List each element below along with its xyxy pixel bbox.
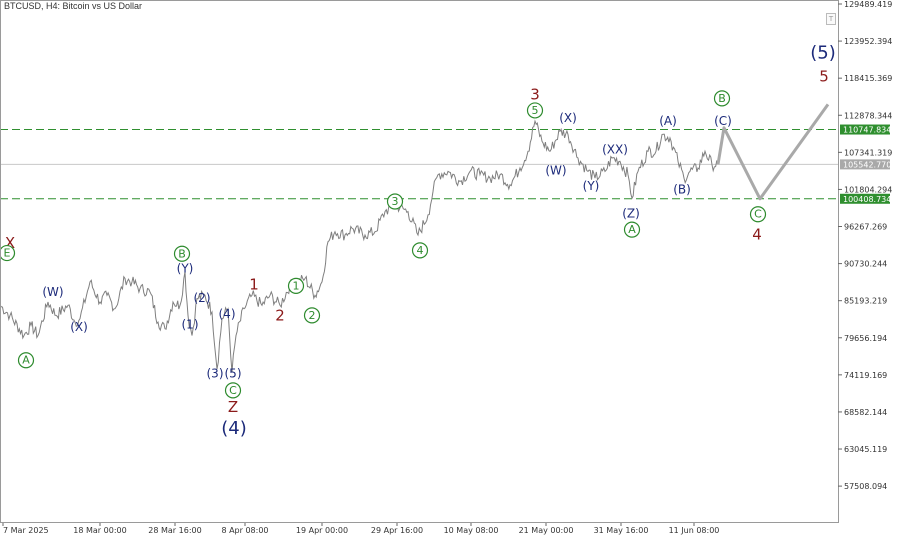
wave-label: (W) — [42, 285, 63, 299]
chart-options-icon[interactable]: T — [826, 13, 836, 25]
y-tick-label: 129489.419 — [844, 0, 892, 9]
x-tick-label: 18 Mar 00:00 — [73, 526, 126, 535]
price-line — [0, 119, 719, 373]
wave-label: 1 — [249, 276, 259, 294]
x-tick-label: 28 Mar 16:00 — [148, 526, 201, 535]
y-tick-label: 101804.294 — [844, 185, 892, 194]
wave-label: C — [754, 208, 762, 221]
wave-label: (5) — [810, 42, 836, 63]
wave-label: (4) — [219, 307, 236, 321]
y-tick-label: 118415.369 — [844, 74, 892, 83]
wave-label: X — [5, 234, 15, 252]
wave-label: A — [22, 354, 30, 367]
wave-label: (5) — [225, 367, 242, 381]
wave-label: A — [628, 223, 636, 236]
wave-label-circle — [411, 242, 429, 259]
wave-label: 1 — [293, 279, 300, 292]
y-tick-label: 79656.194 — [844, 334, 887, 343]
level-label-box — [840, 124, 890, 135]
y-tick-label: 57508.094 — [844, 482, 887, 491]
level-label: 100408.734 — [843, 195, 891, 204]
y-tick-label: 123952.394 — [844, 37, 892, 46]
x-tick-label: 8 Apr 08:00 — [221, 526, 268, 535]
wave-label-circle — [713, 90, 731, 107]
chart-title: BTCUSD, H4: Bitcoin vs US Dollar — [4, 1, 143, 11]
wave-label: 5 — [532, 104, 539, 117]
y-tick-label: 96267.269 — [844, 223, 887, 232]
y-tick-label: 107341.319 — [844, 148, 892, 157]
wave-label: (B) — [673, 182, 691, 196]
wave-label: (2) — [194, 291, 211, 305]
x-tick-label: 21 May 00:00 — [519, 526, 574, 535]
wave-label-circle — [287, 277, 305, 295]
x-tick-label: 19 Apr 00:00 — [296, 526, 348, 535]
wave-label: E — [4, 247, 11, 260]
wave-label: C — [229, 384, 237, 397]
wave-label: (Z) — [622, 207, 640, 221]
current-price-label: 105542.770 — [843, 160, 891, 169]
y-tick-label: 63045.119 — [844, 445, 887, 454]
wave-label: 2 — [309, 309, 316, 322]
plot-frame — [0, 0, 839, 523]
wave-label-circle — [173, 245, 191, 262]
y-tick-label: 112878.344 — [844, 111, 892, 120]
x-tick-label: 10 May 08:00 — [444, 526, 499, 535]
wave-label-circle — [0, 244, 16, 262]
wave-label: (C) — [714, 114, 732, 128]
y-tick-label: 90730.244 — [844, 260, 887, 269]
y-tick-label: 68582.144 — [844, 408, 887, 417]
y-tick-label: 85193.219 — [844, 297, 887, 306]
wave-label: 4 — [417, 244, 424, 257]
price-series — [0, 103, 830, 373]
wave-label-circle — [386, 193, 404, 210]
wave-label: 5 — [819, 67, 829, 85]
level-lines: 110747.834 100408.734 105542.770 — [0, 124, 891, 204]
wave-label-circle — [224, 382, 242, 399]
wave-label: (4) — [221, 418, 247, 439]
wave-label-circle — [623, 221, 641, 238]
wave-label: (1) — [182, 318, 199, 332]
wave-label: 2 — [275, 306, 285, 324]
level-label: 110747.834 — [843, 126, 891, 135]
current-price-box — [840, 159, 890, 170]
wave-label-circle — [303, 307, 321, 324]
wave-label: (3) — [207, 367, 224, 381]
wave-label-circle — [749, 206, 767, 223]
wave-label: Z — [228, 398, 238, 416]
wave-label: (X) — [559, 111, 577, 125]
x-tick-label: 11 Jun 08:00 — [669, 526, 720, 535]
wave-label: B — [718, 92, 726, 105]
wave-label: B — [178, 247, 186, 260]
wave-label: (A) — [659, 114, 677, 128]
wave-label: 3 — [392, 195, 399, 208]
wave-label: 3 — [530, 85, 540, 103]
x-tick-label: 31 May 16:00 — [594, 526, 649, 535]
projection-path — [716, 103, 830, 201]
x-tick-label: 29 Apr 16:00 — [371, 526, 423, 535]
wave-label: 4 — [752, 225, 762, 243]
wave-label: (X) — [70, 320, 88, 334]
wave-label-circle — [17, 352, 35, 369]
wave-label: (XX) — [602, 142, 628, 156]
wave-labels: XEA(W)(X)B(Y)(2)(1)(4)(3) (5)CZ(4)1212343… — [0, 42, 836, 439]
wave-label: (W) — [545, 164, 566, 178]
y-tick-label: 74119.169 — [844, 371, 887, 380]
level-label-box — [840, 193, 890, 204]
x-tick-label: 7 Mar 2025 — [3, 526, 49, 535]
wave-label: (Y) — [583, 179, 600, 193]
wave-label-circle — [526, 102, 544, 119]
wave-label: (Y) — [177, 261, 194, 275]
